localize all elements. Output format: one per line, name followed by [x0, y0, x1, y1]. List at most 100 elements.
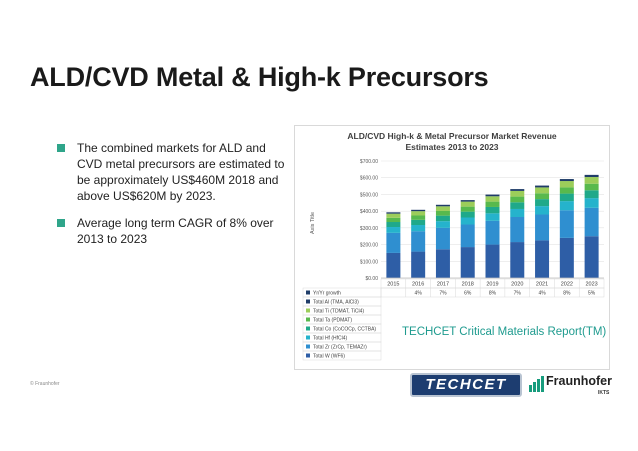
bar-segment	[510, 190, 525, 197]
bar-segment	[386, 232, 401, 253]
growth-value: 7%	[514, 290, 522, 296]
bar-segment	[510, 216, 525, 243]
y-tick-label: $400.00	[360, 209, 378, 215]
growth-value: 6%	[464, 290, 472, 296]
bar-segment	[485, 213, 500, 221]
x-tick-label: 2020	[511, 282, 523, 288]
bar-segment	[386, 213, 401, 218]
bar-segment	[584, 183, 599, 191]
legend-label: Total Co (CoCOCp, CCTBA)	[313, 326, 376, 332]
legend-label: Yr/Yr growth	[313, 290, 341, 296]
bar-segment	[386, 252, 401, 278]
x-tick-label: 2022	[561, 282, 573, 288]
bar-segment	[460, 201, 475, 207]
bar-segment	[460, 206, 475, 212]
bar-segment	[411, 219, 426, 226]
bar-segment	[435, 227, 450, 250]
bar-segment	[584, 190, 599, 199]
bar-segment	[411, 225, 426, 232]
bar-segment	[535, 206, 550, 215]
bar-segment	[535, 187, 550, 194]
bar-segment	[535, 240, 550, 278]
bullet-text: The combined markets for ALD and CVD met…	[77, 141, 285, 203]
bar-segment	[485, 244, 500, 278]
bar-segment	[411, 215, 426, 220]
bar-segment	[435, 249, 450, 278]
bar-segment	[435, 210, 450, 216]
legend-swatch	[306, 353, 310, 358]
bar-segment	[559, 187, 574, 194]
bar-segment	[386, 227, 401, 233]
x-tick-label: 2023	[585, 282, 597, 288]
bar-segment	[584, 174, 599, 178]
legend-swatch	[306, 317, 310, 322]
revenue-chart-svg: ALD/CVD High-k & Metal Precursor Market …	[302, 131, 605, 361]
bar-segment	[435, 215, 450, 222]
bar-segment	[559, 193, 574, 202]
bar-segment	[386, 217, 401, 223]
bar-segment	[559, 201, 574, 211]
legend-swatch	[306, 290, 310, 295]
legend-label: Total Zr (ZrCp, TEMAZr)	[313, 344, 367, 350]
bar-segment	[510, 208, 525, 217]
bar-segment	[386, 222, 401, 228]
growth-row	[380, 287, 605, 298]
square-bullet-icon	[57, 219, 65, 227]
chart-marks: $0.00 $100.00 $200.00 $300.00 $400.00 $500.00…	[302, 159, 605, 361]
bar-segment	[460, 224, 475, 248]
legend-swatch	[306, 335, 310, 340]
bar-segment	[535, 214, 550, 241]
bar-segment	[485, 194, 500, 197]
bar-segment	[485, 196, 500, 202]
bullet-list: The combined markets for ALD and CVD met…	[57, 140, 287, 258]
bar-segment	[559, 210, 574, 238]
x-tick-label: 2018	[462, 282, 474, 288]
bar-segment	[510, 242, 525, 278]
x-tick-label: 2021	[536, 282, 548, 288]
bar-segment	[485, 201, 500, 207]
bar-segment	[485, 220, 500, 245]
bar-segment	[535, 185, 550, 188]
bar-segment	[510, 189, 525, 191]
bar-segment	[460, 200, 475, 202]
y-tick-label: $0.00	[365, 276, 378, 282]
x-tick-label: 2017	[437, 282, 449, 288]
legend-swatch	[306, 299, 310, 304]
legend-label: Total W (WF6)	[313, 353, 345, 359]
bar-segment	[460, 247, 475, 278]
x-tick-label: 2016	[412, 282, 424, 288]
legend-label: Total Ta (PDMAT)	[313, 317, 352, 323]
y-tick-label: $500.00	[360, 192, 378, 198]
bar-segment	[435, 206, 450, 211]
slide-title: ALD/CVD Metal & High-k Precursors	[30, 62, 489, 92]
bar-segment	[386, 212, 401, 214]
bar-segment	[411, 209, 426, 212]
legend-swatch	[306, 344, 310, 349]
legend-label: Total Hf (HfCl4)	[313, 335, 348, 341]
bar-segment	[584, 207, 599, 237]
growth-value: 8%	[563, 290, 571, 296]
bar-segment	[485, 206, 500, 214]
bar-segment	[460, 211, 475, 218]
growth-value: 4%	[538, 290, 546, 296]
x-tick-label: 2019	[486, 282, 498, 288]
bar-segment	[584, 236, 599, 278]
bullet-text: Average long term CAGR of 8% over 2013 t…	[77, 216, 274, 246]
footer-copyright: © Fraunhofer	[30, 381, 60, 387]
bar-segment	[411, 211, 426, 216]
fraunhofer-logo-text: Fraunhofer	[546, 374, 612, 388]
y-axis-title: Axis Title	[310, 212, 316, 234]
legend-label: Total Al (TMA, AlCl3)	[313, 299, 359, 305]
bar-segment	[435, 204, 450, 207]
growth-value: 5%	[588, 290, 596, 296]
bar-segment	[535, 193, 550, 200]
bar-segment	[510, 196, 525, 203]
growth-value: 7%	[439, 290, 447, 296]
fraunhofer-logo-mark	[529, 376, 544, 392]
bar-segment	[510, 202, 525, 209]
bar-segment	[559, 237, 574, 278]
y-tick-label: $600.00	[360, 176, 378, 182]
legend-swatch	[306, 308, 310, 313]
square-bullet-icon	[57, 144, 65, 152]
source-note: TECHCET Critical Materials Report(TM)	[402, 326, 607, 338]
